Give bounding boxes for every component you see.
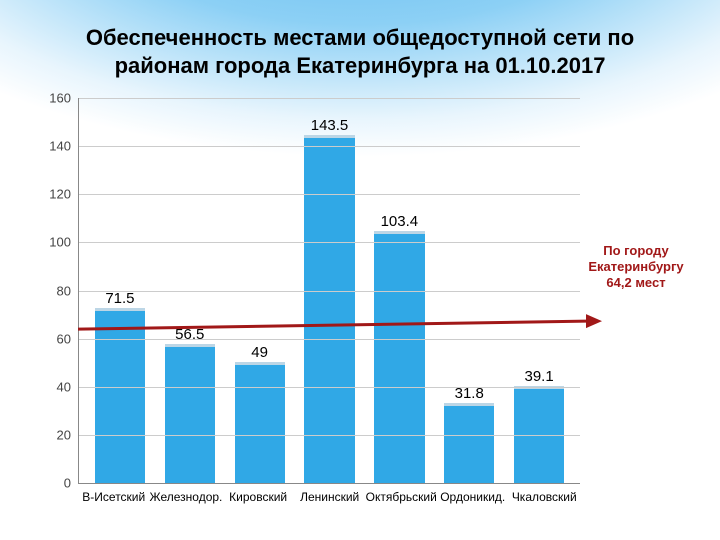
gridline [79, 194, 580, 195]
gridline [79, 339, 580, 340]
annotation-line: 64,2 мест [582, 275, 690, 291]
y-tick-label: 0 [64, 476, 79, 491]
bar-cap [165, 344, 215, 347]
x-tick-label: Железнодор. [150, 484, 223, 520]
bar: 56.5 [165, 347, 215, 483]
gridline [79, 146, 580, 147]
x-tick-label: Октябрьский [365, 484, 437, 520]
title-line-1: Обеспеченность местами общедоступной сет… [0, 24, 720, 52]
y-tick-label: 60 [57, 331, 79, 346]
bar-cap [444, 403, 494, 406]
bar-value-label: 71.5 [105, 290, 134, 307]
chart-title: Обеспеченность местами общедоступной сет… [0, 24, 720, 79]
city-average-annotation: По городуЕкатеринбургу64,2 мест [582, 243, 690, 292]
x-axis-labels: В-ИсетскийЖелезнодор.КировскийЛенинскийО… [78, 484, 580, 520]
x-tick-label: В-Исетский [78, 484, 150, 520]
x-tick-label: Ленинский [294, 484, 366, 520]
y-tick-label: 140 [49, 139, 79, 154]
chart: 71.5 56.5 49 143.5 103.4 31.8 39.1 0 20 40 60 80 10… [30, 98, 690, 520]
bar-cap [374, 231, 424, 234]
annotation-line: Екатеринбургу [582, 259, 690, 275]
y-tick-label: 160 [49, 91, 79, 106]
x-tick-label: Кировский [222, 484, 294, 520]
bar-value-label: 31.8 [455, 385, 484, 402]
bar-value-label: 103.4 [381, 213, 419, 230]
bar: 143.5 [304, 138, 354, 483]
annotation-line: По городу [582, 243, 690, 259]
bar-value-label: 49 [251, 344, 268, 361]
y-tick-label: 40 [57, 379, 79, 394]
bar-cap [304, 135, 354, 138]
y-tick-label: 120 [49, 187, 79, 202]
x-tick-label: Ордоникид. [437, 484, 509, 520]
bar: 71.5 [95, 311, 145, 483]
bar-value-label: 143.5 [311, 117, 349, 134]
gridline [79, 242, 580, 243]
bar-value-label: 56.5 [175, 326, 204, 343]
y-tick-label: 80 [57, 283, 79, 298]
gridline [79, 291, 580, 292]
bar: 103.4 [374, 234, 424, 483]
bar: 49 [235, 365, 285, 483]
y-tick-label: 20 [57, 427, 79, 442]
bar-cap [235, 362, 285, 365]
plot-area: 71.556.549143.5103.431.839.1 02040608010… [78, 98, 580, 484]
gridline [79, 98, 580, 99]
bar: 39.1 [514, 389, 564, 483]
bar-cap [95, 308, 145, 311]
y-tick-label: 100 [49, 235, 79, 250]
bar-value-label: 39.1 [524, 368, 553, 385]
x-tick-label: Чкаловский [509, 484, 581, 520]
bar: 31.8 [444, 406, 494, 483]
gridline [79, 435, 580, 436]
title-line-2: районам города Екатеринбурга на 01.10.20… [0, 52, 720, 80]
slide-background: Обеспеченность местами общедоступной сет… [0, 0, 720, 540]
gridline [79, 387, 580, 388]
